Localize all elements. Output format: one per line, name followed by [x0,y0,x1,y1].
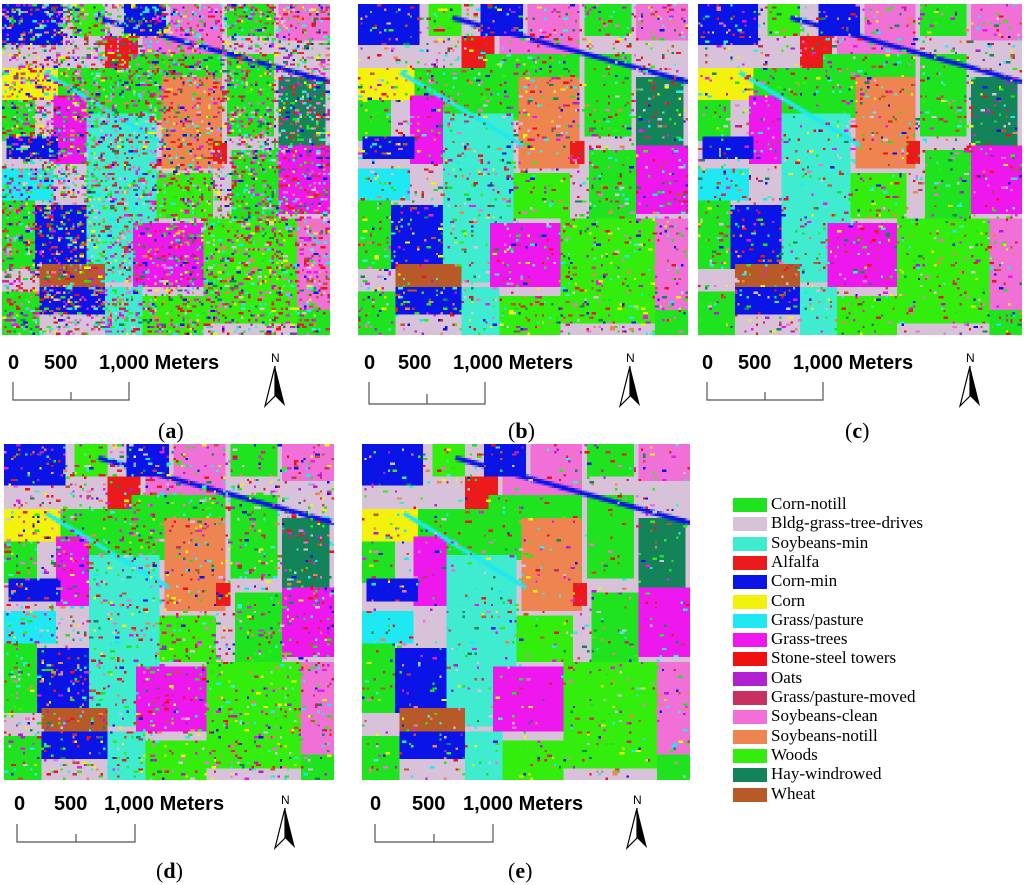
north-arrow: N [624,792,650,855]
classification-map-e [362,444,690,780]
caption-b: (b) [508,418,535,443]
legend-label: Soybeans-clean [771,706,878,726]
legend-label: Corn [771,590,805,610]
legend-label: Wheat [771,783,816,803]
legend-swatch [733,633,767,648]
scale-bar [16,824,136,843]
legend-swatch [733,710,767,725]
north-label: N [633,793,642,807]
scale-mid-label: 500 [44,352,78,374]
legend-label: Grass/pasture-moved [771,687,916,706]
classification-map-a [2,4,330,335]
scale-mid-label: 500 [412,793,446,815]
legend-label: Corn-min [771,571,838,591]
north-arrow: N [272,792,298,855]
legend-swatch [733,498,767,512]
scale-end-label: 1,000 Meters [104,793,225,815]
classification-map-d [4,444,334,780]
north-arrow: N [262,350,288,413]
scale-zero-label: 0 [702,352,714,374]
legend-swatch [733,652,767,667]
legend-swatch [733,555,767,570]
north-label: N [626,351,635,365]
scale-zero-label: 0 [364,352,376,374]
scale-mid-label: 500 [398,352,432,374]
scale-bar [706,382,824,401]
scale-bar [12,382,130,401]
legend-swatch [733,594,767,609]
north-arrow: N [957,350,983,413]
scale-end-label: 1,000 Meters [99,352,220,374]
legend-label: Stone-steel towers [771,648,897,668]
legend-swatch [733,575,767,590]
legend-swatch [733,787,767,802]
scale-zero-label: 0 [14,793,26,815]
scale-mid-label: 500 [738,352,772,374]
classification-map-c [698,4,1022,335]
north-arrow: N [617,350,643,413]
caption-a: (a) [158,418,184,443]
scale-zero-label: 0 [8,352,20,374]
legend-swatch [733,536,767,551]
legend-label: Woods [771,744,818,764]
legend-swatch [733,729,767,744]
scale-end-label: 1,000 Meters [793,352,914,374]
legend-label: Soybeans-notill [771,725,878,745]
legend-label: Hay-windrowed [771,764,882,784]
legend-label: Grass-trees [771,629,848,649]
scale-bar [368,382,486,405]
north-label: N [281,793,290,807]
legend-swatch [733,671,767,686]
legend-label: Bldg-grass-tree-drives [771,513,924,533]
scale-mid-label: 500 [54,793,88,815]
scale-zero-label: 0 [370,793,382,815]
caption-e: (e) [508,858,533,883]
legend-label: Alfalfa [771,551,820,571]
caption-d: (d) [156,858,183,883]
scale-bar [374,824,494,843]
legend-swatch [733,691,767,705]
legend-swatch [733,768,767,783]
legend-label: Grass/pasture [771,609,864,629]
scale-end-label: 1,000 Meters [463,793,584,815]
legend-swatch [733,517,767,532]
caption-c: (c) [845,418,870,443]
north-label: N [966,351,975,365]
north-label: N [271,351,280,365]
legend-label: Corn-notill [771,494,847,513]
legend-label: Soybeans-min [771,532,869,552]
scale-end-label: 1,000 Meters [453,352,574,374]
legend-label: Oats [771,667,803,687]
classification-map-b [358,4,688,335]
legend-swatch [733,748,767,763]
legend-swatch [733,613,767,628]
